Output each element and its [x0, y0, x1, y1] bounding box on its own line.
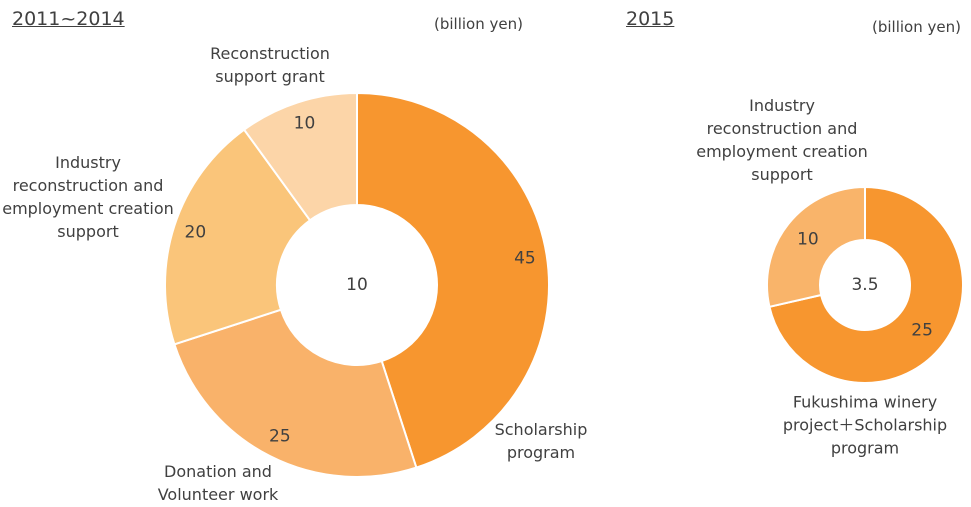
chart-title: 2011~2014: [12, 8, 125, 30]
category-label: Industry reconstruction and employment c…: [2, 153, 174, 241]
donut-slice: [242, 91, 358, 222]
category-label: Fukushima winery project＋Scholarship pro…: [782, 392, 948, 458]
chart-title: 2015: [626, 8, 675, 30]
value-label: 25: [269, 426, 291, 446]
category-label: Industry reconstruction and employment c…: [696, 96, 868, 184]
unit-label: (billion yen): [872, 18, 961, 36]
value-label: 10: [294, 113, 316, 133]
value-label: 25: [911, 321, 933, 341]
value-label: 45: [514, 248, 536, 268]
value-label: 20: [185, 222, 207, 242]
value-label: 10: [797, 229, 819, 249]
donut-slice: [356, 91, 550, 469]
center-label: 10: [346, 275, 368, 295]
unit-label: (billion yen): [434, 15, 523, 33]
category-label: Donation and Volunteer work: [157, 462, 279, 504]
donut-slice: [164, 128, 312, 346]
category-label: Scholarship program: [494, 420, 588, 462]
category-label: Reconstruction support grant: [210, 44, 330, 86]
donut-slice: [766, 185, 866, 309]
center-label: 3.5: [851, 275, 878, 295]
donut-slice: [173, 308, 418, 478]
donut-slice: [768, 185, 964, 384]
